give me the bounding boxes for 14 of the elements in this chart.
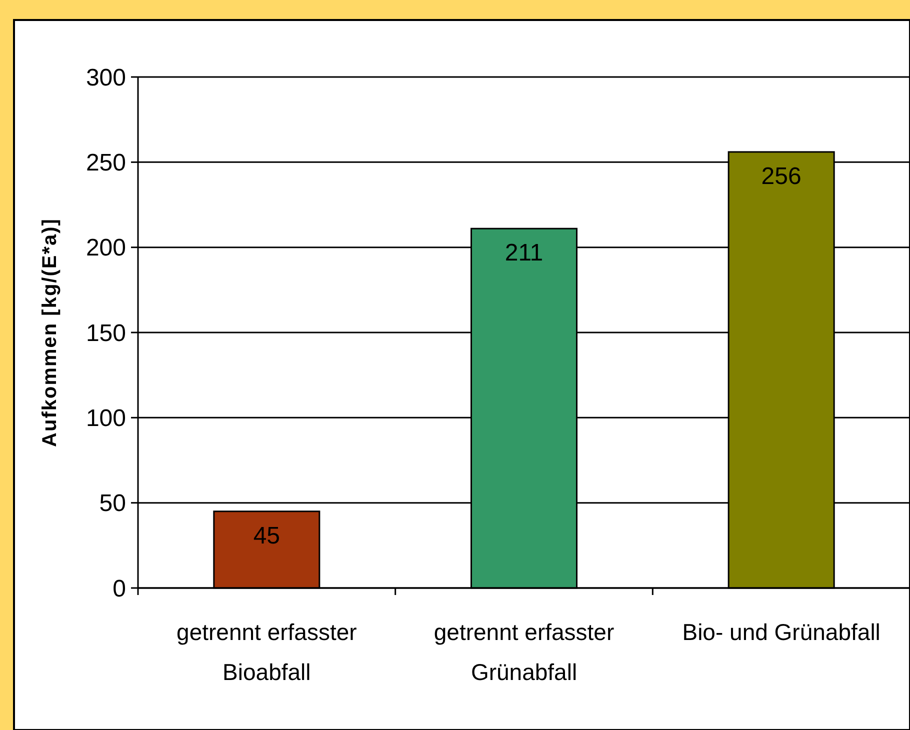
y-tick-label: 200 xyxy=(86,234,126,262)
y-tick-label: 150 xyxy=(86,320,126,347)
data-label: 211 xyxy=(504,240,544,267)
y-axis-title: Aufkommen [kg/(E*a)] xyxy=(39,218,61,447)
y-tick-label: 300 xyxy=(86,64,126,92)
x-tick-label: Bio- und Grünabfall xyxy=(682,619,880,645)
y-tick-label: 250 xyxy=(86,150,126,177)
data-label: 45 xyxy=(253,522,280,550)
x-tick-label: getrennt erfasster Grünabfall xyxy=(434,619,614,685)
y-tick-label: 100 xyxy=(86,405,126,432)
x-tick-label: getrennt erfasster Bioabfall xyxy=(176,619,358,685)
y-tick-label: 0 xyxy=(112,575,126,602)
data-label: 256 xyxy=(761,162,802,190)
y-tick-label: 50 xyxy=(99,490,126,518)
